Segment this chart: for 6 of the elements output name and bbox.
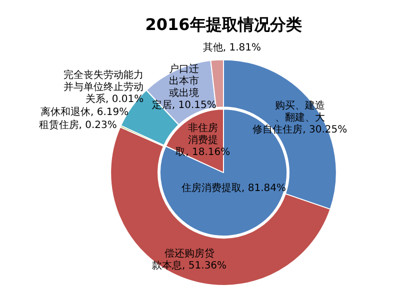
slice-label: 其他, 1.81% (202, 41, 261, 54)
slice-label: 离休和退休, 6.19% (40, 106, 129, 118)
slice-label: 租赁住房, 0.23% (38, 118, 117, 131)
slice-label: 偿还购房贷款本息, 51.36% (152, 248, 227, 272)
chart-title: 2016年提取情况分类 (145, 14, 302, 34)
slice-label: 户口迁出本市或出境定居, 10.15% (152, 62, 216, 111)
